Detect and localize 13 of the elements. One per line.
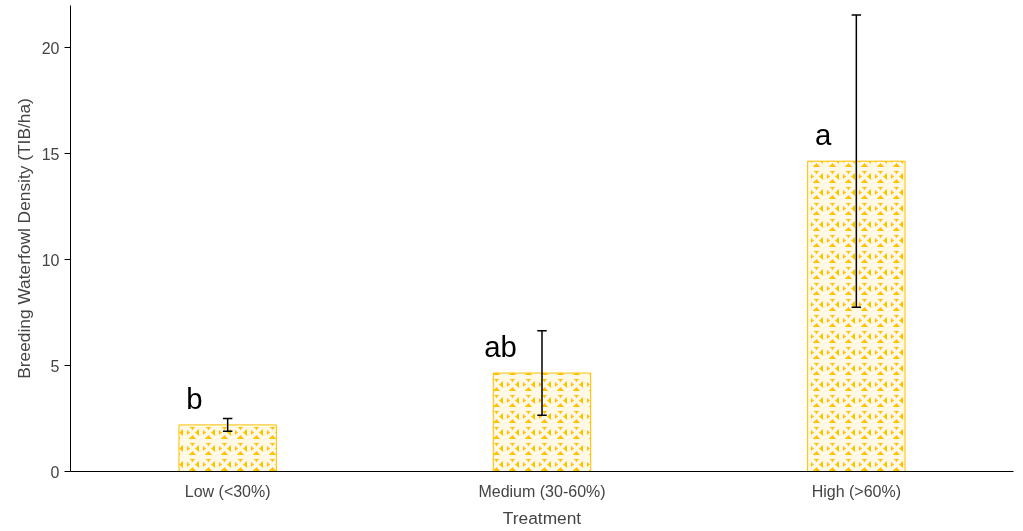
y-tick-label: 20 bbox=[41, 39, 60, 57]
annotation: ab bbox=[484, 330, 517, 363]
y-tick-label: 15 bbox=[41, 145, 60, 163]
y-tick-label: 5 bbox=[50, 357, 60, 375]
x-tick-label: High (>60%) bbox=[811, 482, 902, 500]
x-tick-label: Medium (30-60%) bbox=[478, 482, 606, 500]
y-axis-title: Breeding Waterfowl Density (TIB/ha) bbox=[13, 98, 34, 379]
y-tick-label: 10 bbox=[41, 251, 60, 269]
annotation: b bbox=[186, 381, 203, 415]
annotation: a bbox=[814, 118, 832, 152]
y-tick-label: 0 bbox=[50, 463, 60, 481]
x-axis-title: Treatment bbox=[502, 507, 582, 528]
x-tick-label: Low (<30%) bbox=[184, 482, 271, 500]
